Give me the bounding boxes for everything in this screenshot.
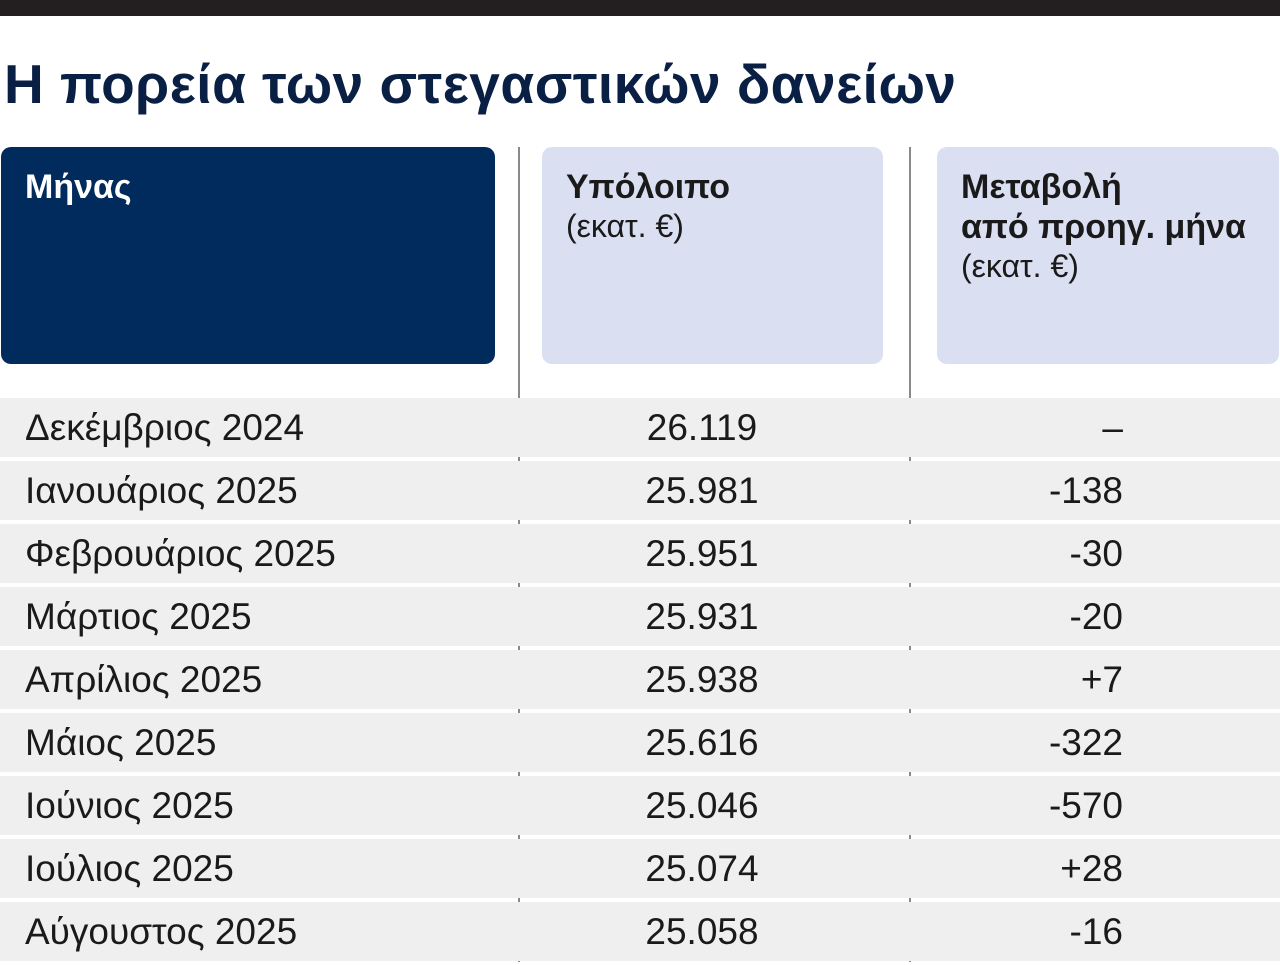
- cell-month: Απρίλιος 2025: [25, 659, 263, 700]
- cell-change: +7: [1080, 659, 1123, 700]
- cell-change: -20: [1069, 596, 1123, 637]
- cell-month: Ιούλιος 2025: [25, 848, 234, 889]
- table-row: Δεκέμβριος 2024 26.119 –: [0, 398, 1280, 457]
- cell-change: -138: [1048, 470, 1123, 511]
- cell-change: –: [1102, 407, 1123, 448]
- header-month-label: Μήνας: [25, 168, 132, 206]
- table-body: Δεκέμβριος 2024 26.119 – Ιανουάριος 2025 25.…: [0, 398, 1280, 965]
- table-row: Απρίλιος 2025 25.938 +7: [0, 650, 1280, 709]
- header-balance-unit: (εκατ. €): [566, 208, 684, 244]
- header-balance-label: Υπόλοιπο: [566, 168, 731, 206]
- table-title: Η πορεία των στεγαστικών δανείων: [4, 53, 957, 115]
- cell-balance: 25.938: [645, 659, 759, 700]
- header-balance: Υπόλοιπο (εκατ. €): [542, 147, 883, 364]
- header-change-label-line2: από προηγ. μήνα: [961, 208, 1246, 246]
- table-row: Ιούλιος 2025 25.074 +28: [0, 839, 1280, 898]
- cell-balance: 26.119: [646, 407, 758, 448]
- cell-change: -30: [1069, 533, 1123, 574]
- cell-month: Δεκέμβριος 2024: [25, 407, 305, 448]
- cell-month: Ιανουάριος 2025: [25, 470, 298, 511]
- cell-month: Μάρτιος 2025: [25, 596, 252, 637]
- cell-balance: 25.058: [645, 911, 759, 952]
- cell-balance: 25.046: [645, 785, 759, 826]
- cell-balance: 25.951: [645, 533, 759, 574]
- cell-month: Μάιος 2025: [25, 722, 217, 763]
- table-row: Μάρτιος 2025 25.931 -20: [0, 587, 1280, 646]
- header-change-label-line1: Μεταβολή: [961, 168, 1122, 206]
- cell-month: Φεβρουάριος 2025: [25, 533, 336, 574]
- cell-change: -16: [1069, 911, 1123, 952]
- cell-change: +28: [1060, 848, 1123, 889]
- top-rule: [0, 0, 1280, 16]
- cell-balance: 25.074: [645, 848, 759, 889]
- cell-balance: 25.616: [645, 722, 759, 763]
- table-row: Αύγουστος 2025 25.058 -16: [0, 902, 1280, 961]
- table-row: Μάιος 2025 25.616 -322: [0, 713, 1280, 772]
- cell-month: Ιούνιος 2025: [25, 785, 234, 826]
- table-row: Ιούνιος 2025 25.046 -570: [0, 776, 1280, 835]
- header-change: Μεταβολή από προηγ. μήνα (εκατ. €): [937, 147, 1279, 364]
- cell-balance: 25.981: [645, 470, 759, 511]
- cell-change: -570: [1048, 785, 1123, 826]
- table-row: Φεβρουάριος 2025 25.951 -30: [0, 524, 1280, 583]
- header-month: Μήνας: [1, 147, 495, 364]
- cell-change: -322: [1048, 722, 1123, 763]
- header-change-unit: (εκατ. €): [961, 248, 1079, 284]
- table-row: Ιανουάριος 2025 25.981 -138: [0, 461, 1280, 520]
- cell-month: Αύγουστος 2025: [25, 911, 298, 952]
- cell-balance: 25.931: [645, 596, 759, 637]
